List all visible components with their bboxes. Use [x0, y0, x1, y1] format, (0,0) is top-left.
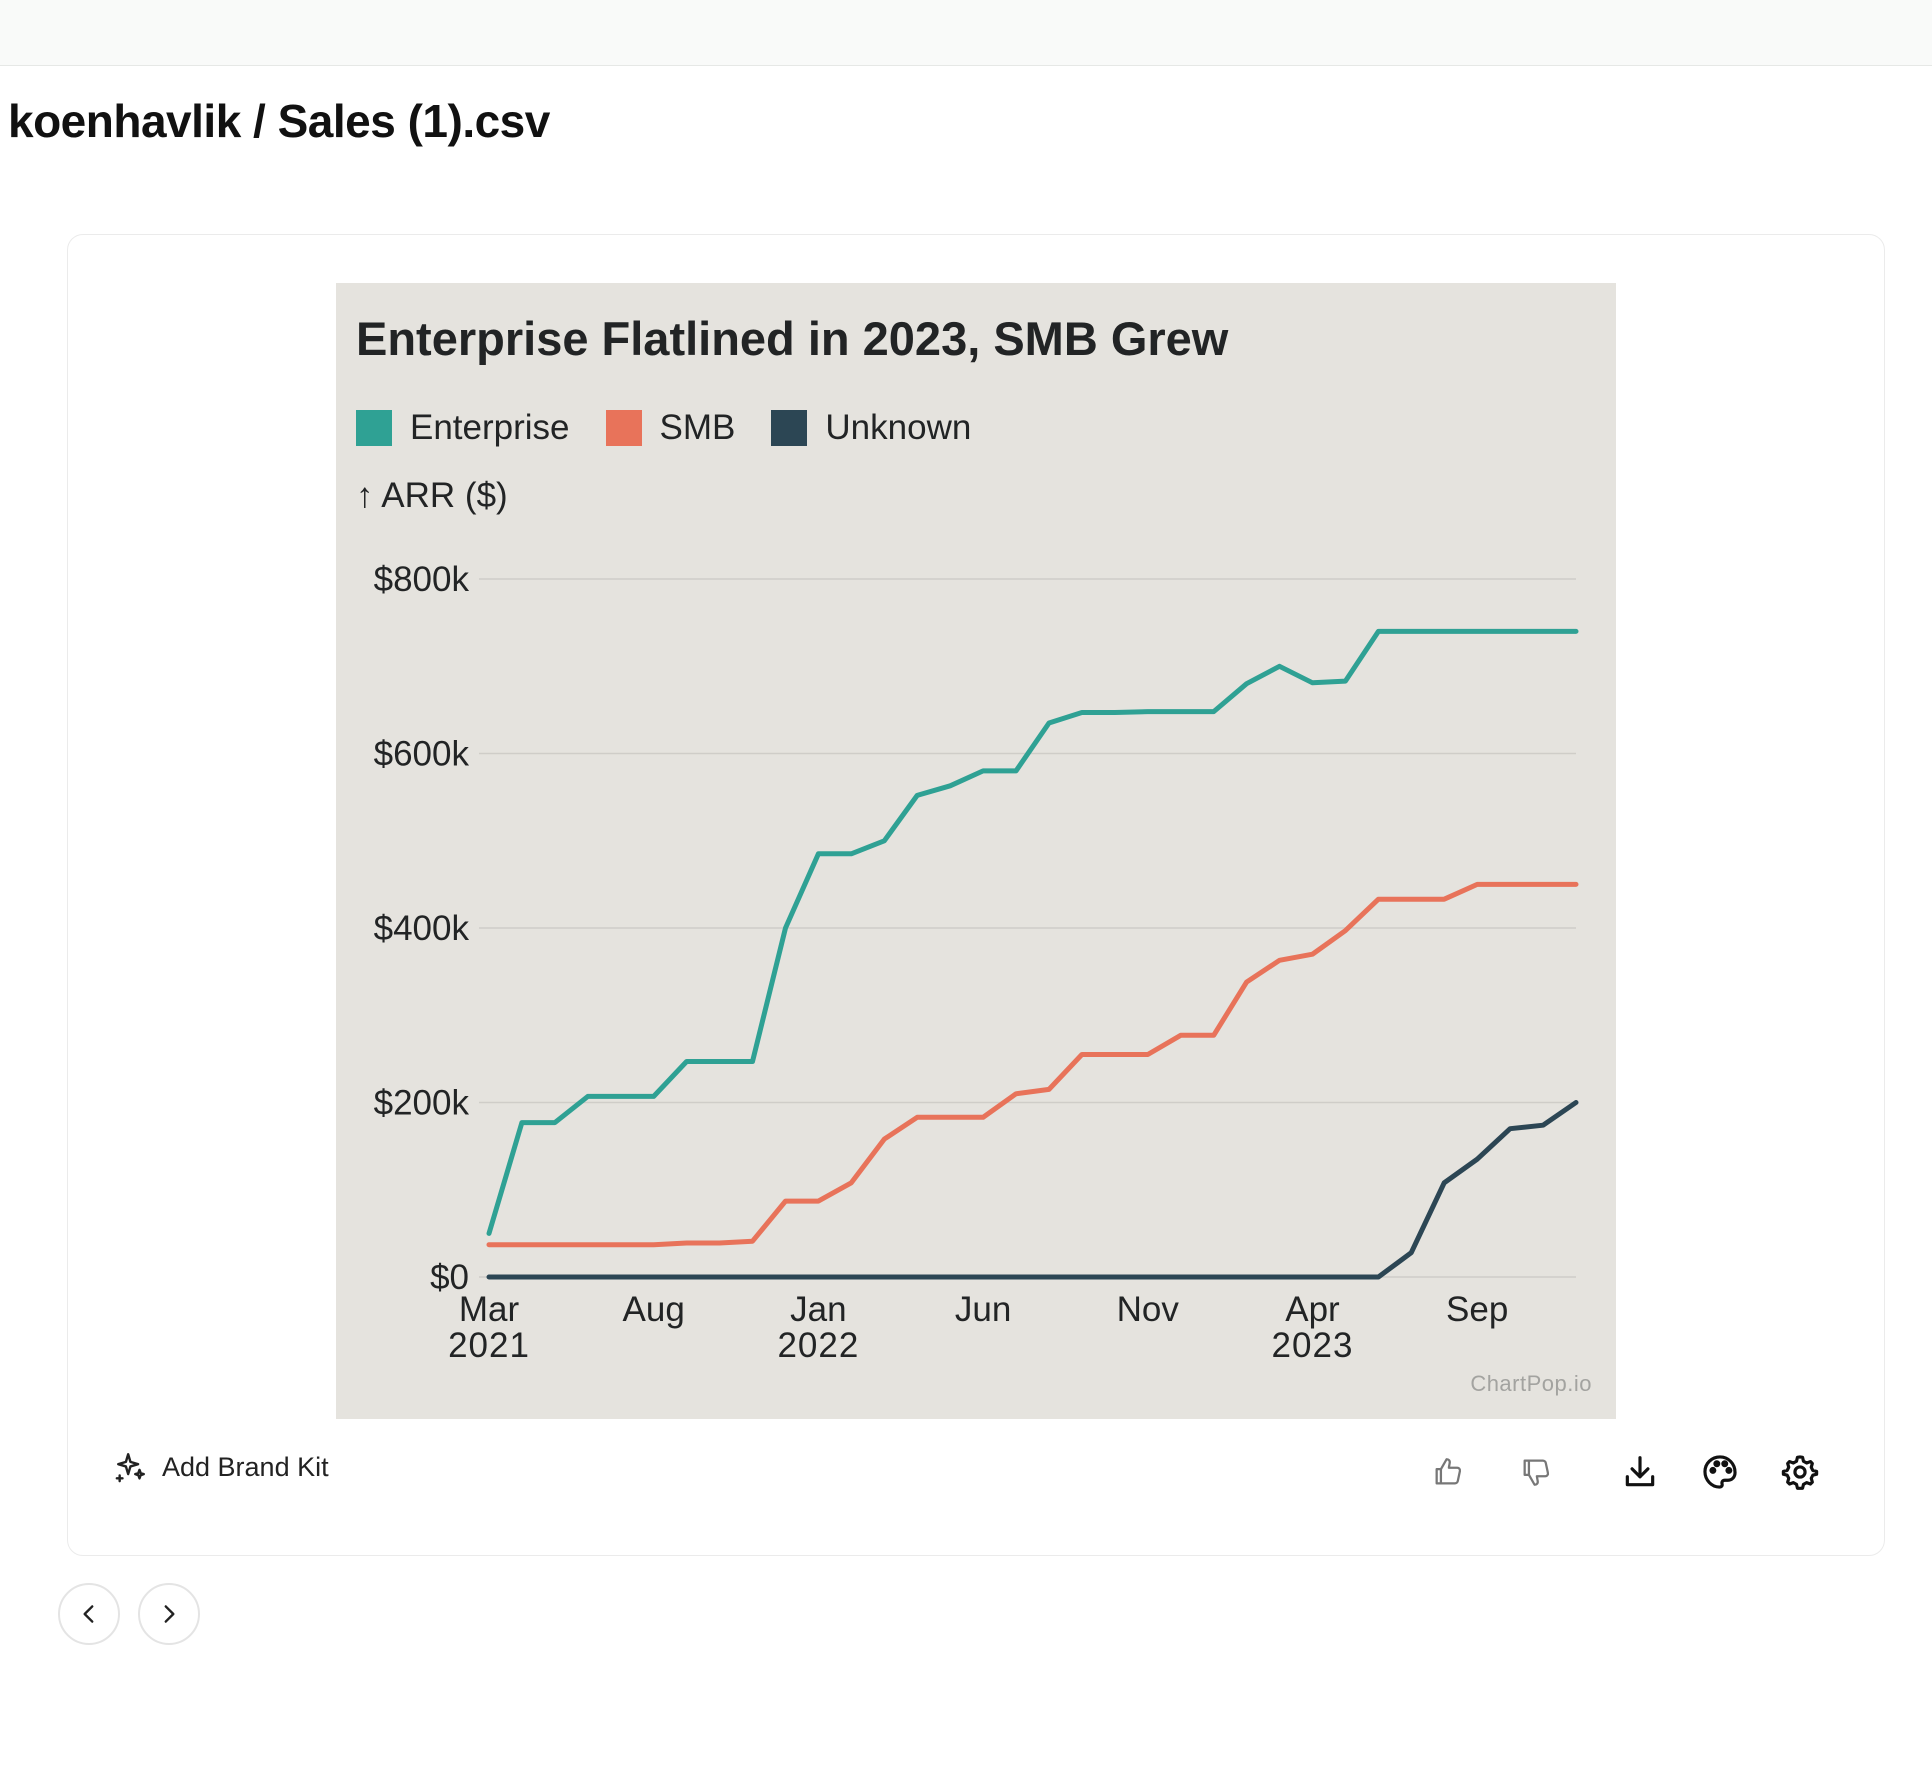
- legend-item-smb: SMB: [605, 408, 736, 448]
- series-line-smb: [486, 881, 1579, 1248]
- y-tick-label: $200k: [374, 1084, 470, 1123]
- series-line-enterprise: [486, 628, 1579, 1236]
- legend: Enterprise SMB Unknown: [356, 408, 1007, 448]
- y-tick-label: $800k: [374, 560, 470, 599]
- download-icon: [1625, 1456, 1655, 1487]
- settings-button[interactable]: [1776, 1448, 1824, 1496]
- palette-icon: [1703, 1455, 1737, 1489]
- legend-item-unknown: Unknown: [771, 408, 971, 448]
- thumbs-up-icon: [1435, 1458, 1462, 1485]
- legend-label-unknown: Unknown: [825, 408, 972, 447]
- palette-button[interactable]: [1696, 1448, 1744, 1496]
- gear-icon: [1781, 1455, 1819, 1490]
- x-tick-year-label: 2023: [1272, 1326, 1354, 1365]
- thumbs-up-button[interactable]: [1424, 1448, 1472, 1496]
- y-tick-label: $600k: [374, 735, 470, 774]
- legend-item-enterprise: Enterprise: [356, 408, 570, 448]
- chevron-right-icon: [164, 1605, 175, 1623]
- x-tick-label: Nov: [1117, 1290, 1180, 1329]
- previous-button[interactable]: [58, 1583, 120, 1645]
- next-button[interactable]: [138, 1583, 200, 1645]
- chart-title: Enterprise Flatlined in 2023, SMB Grew: [356, 312, 1229, 365]
- download-button[interactable]: [1616, 1448, 1664, 1496]
- legend-label-smb: SMB: [659, 408, 736, 447]
- thumbs-down-icon: [1523, 1459, 1550, 1486]
- y-tick-label: $400k: [374, 909, 470, 948]
- watermark: ChartPop.io: [1470, 1371, 1592, 1396]
- x-tick-label: Apr: [1285, 1290, 1340, 1329]
- legend-swatch-enterprise: [356, 410, 392, 446]
- sparkle-icon: [115, 1453, 145, 1483]
- add-brand-kit-button[interactable]: Add Brand Kit: [114, 1450, 329, 1484]
- x-tick-label: Jun: [955, 1290, 1011, 1329]
- legend-swatch-unknown: [771, 410, 808, 446]
- x-tick-label: Aug: [623, 1290, 685, 1329]
- x-tick-label: Mar: [459, 1290, 520, 1329]
- x-tick-year-label: 2021: [448, 1326, 530, 1365]
- add-brand-kit-label: Add Brand Kit: [162, 1451, 329, 1482]
- thumbs-down-button[interactable]: [1512, 1448, 1560, 1496]
- x-tick-label: Jan: [790, 1290, 846, 1329]
- chevron-left-icon: [83, 1605, 94, 1623]
- x-tick-label: Sep: [1446, 1290, 1508, 1329]
- page-title: koenhavlik / Sales (1).csv: [8, 95, 550, 147]
- x-tick-year-label: 2022: [777, 1326, 859, 1365]
- chart-container: $0 $200k $400k $600k $800k Mar 2021 Aug Jan 2022 J…: [336, 283, 1616, 1419]
- legend-swatch-smb: [605, 410, 642, 446]
- top-bar: [0, 0, 1932, 66]
- series-line-unknown: [486, 1100, 1579, 1280]
- legend-label-enterprise: Enterprise: [410, 408, 570, 447]
- y-tick-label: $0: [430, 1258, 469, 1297]
- y-axis-title: ↑ ARR ($): [356, 476, 508, 515]
